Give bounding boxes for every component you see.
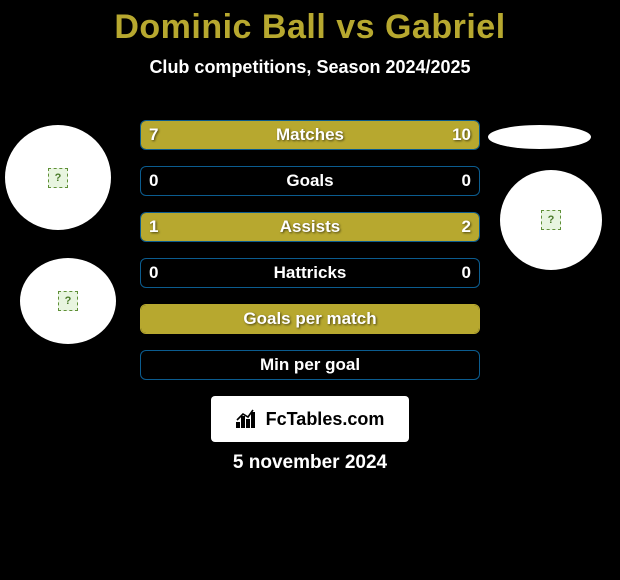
stat-label: Min per goal bbox=[141, 351, 479, 379]
page-subtitle: Club competitions, Season 2024/2025 bbox=[0, 57, 620, 78]
broken-image-icon: ? bbox=[541, 210, 561, 230]
stat-label: Assists bbox=[141, 213, 479, 241]
branding-box: FcTables.com bbox=[211, 396, 409, 442]
broken-image-icon: ? bbox=[58, 291, 78, 311]
stat-label: Hattricks bbox=[141, 259, 479, 287]
branding-label: FcTables.com bbox=[266, 409, 385, 430]
stat-label: Goals bbox=[141, 167, 479, 195]
page-title: Dominic Ball vs Gabriel bbox=[0, 0, 620, 47]
stat-label: Goals per match bbox=[141, 305, 479, 333]
stat-row: Min per goal bbox=[140, 350, 480, 380]
stats-panel: 710Matches 00Goals 12Assists 00Hattricks Goa… bbox=[140, 120, 480, 396]
stat-row: 12Assists bbox=[140, 212, 480, 242]
player-avatar-left-2: ? bbox=[20, 258, 116, 344]
bars-chart-icon bbox=[236, 408, 260, 430]
player-avatar-right-1: ? bbox=[500, 170, 602, 270]
stat-row: Goals per match bbox=[140, 304, 480, 334]
footer-date: 5 november 2024 bbox=[0, 452, 620, 474]
stat-row: 710Matches bbox=[140, 120, 480, 150]
stat-row: 00Goals bbox=[140, 166, 480, 196]
stat-row: 00Hattricks bbox=[140, 258, 480, 288]
stat-label: Matches bbox=[141, 121, 479, 149]
player-avatar-right-ellipse bbox=[488, 125, 591, 149]
broken-image-icon: ? bbox=[48, 168, 68, 188]
player-avatar-left-1: ? bbox=[5, 125, 111, 230]
